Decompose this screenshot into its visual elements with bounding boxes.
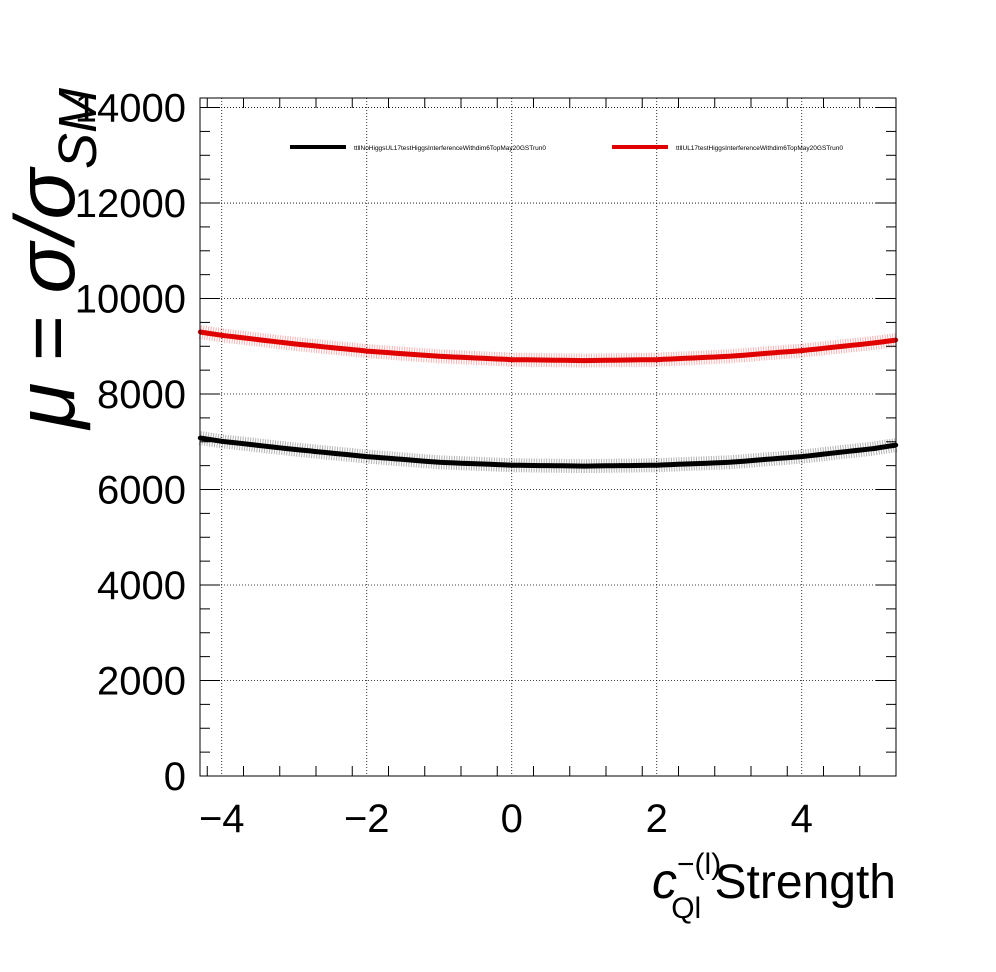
data-point bbox=[509, 357, 514, 362]
data-point bbox=[509, 462, 514, 468]
data-point bbox=[654, 357, 659, 362]
x-tick-label: −4 bbox=[199, 797, 245, 841]
plot-frame bbox=[199, 97, 897, 777]
x-axis-label-subscript: Ql bbox=[671, 892, 701, 925]
data-point bbox=[364, 454, 369, 459]
y-axis-label-mu: μ bbox=[0, 383, 92, 431]
legend-label: ttllNoHiggsUL17testHiggsInterferenceWith… bbox=[354, 145, 546, 152]
y-tick-label: 0 bbox=[164, 755, 186, 799]
x-tick-label: 2 bbox=[646, 797, 668, 841]
series-1 bbox=[197, 325, 899, 368]
x-axis-label: c−(l) Ql Strength bbox=[652, 848, 896, 925]
x-axis-label-superscript: −(l) bbox=[677, 848, 721, 881]
data-point bbox=[292, 447, 297, 452]
y-tick-label: 10000 bbox=[75, 278, 186, 322]
y-tick-label: 8000 bbox=[97, 373, 186, 417]
y-axis-label-sigma: σ/σ bbox=[0, 166, 92, 294]
x-tick-label: −2 bbox=[344, 797, 390, 841]
series-layer bbox=[197, 325, 899, 474]
data-point bbox=[582, 358, 587, 363]
series-line bbox=[199, 329, 897, 364]
y-tick-label: 12000 bbox=[75, 182, 186, 226]
ticks-layer: −4 −2 0 2 4 0 2000 4000 6000 8000 10000 12000 14000 bbox=[75, 87, 897, 841]
y-tick-label: 6000 bbox=[97, 469, 186, 513]
y-axis-label-subscript: SM bbox=[48, 88, 108, 169]
legend: ttllNoHiggsUL17testHiggsInterferenceWith… bbox=[290, 145, 843, 152]
data-point bbox=[364, 348, 369, 354]
legend-label: ttllUL17testHiggsInterferenceWithdim6Top… bbox=[676, 145, 843, 152]
x-tick-label: 4 bbox=[791, 797, 813, 841]
data-point bbox=[437, 354, 442, 359]
x-axis-label-symbol: c bbox=[652, 853, 677, 909]
y-axis-label-equals: = bbox=[3, 294, 91, 383]
data-point bbox=[654, 462, 659, 468]
series-line bbox=[199, 435, 897, 469]
x-axis-label-text: Strength bbox=[701, 856, 896, 909]
series-0 bbox=[197, 431, 899, 474]
data-point bbox=[219, 439, 224, 444]
data-point bbox=[872, 446, 877, 451]
data-point bbox=[872, 340, 877, 346]
grid-layer bbox=[200, 98, 896, 776]
data-point bbox=[727, 460, 732, 465]
data-point bbox=[799, 348, 804, 353]
y-tick-label: 14000 bbox=[75, 87, 186, 131]
y-tick-label: 4000 bbox=[97, 564, 186, 608]
data-point bbox=[437, 460, 442, 465]
data-point bbox=[799, 454, 804, 459]
data-point bbox=[219, 333, 224, 338]
data-point bbox=[727, 354, 732, 359]
x-tick-label: 0 bbox=[501, 797, 523, 841]
data-point bbox=[582, 463, 587, 469]
y-axis-label: μ = σ/σSM bbox=[0, 88, 108, 431]
data-point bbox=[292, 341, 297, 347]
y-tick-label: 2000 bbox=[97, 660, 186, 704]
